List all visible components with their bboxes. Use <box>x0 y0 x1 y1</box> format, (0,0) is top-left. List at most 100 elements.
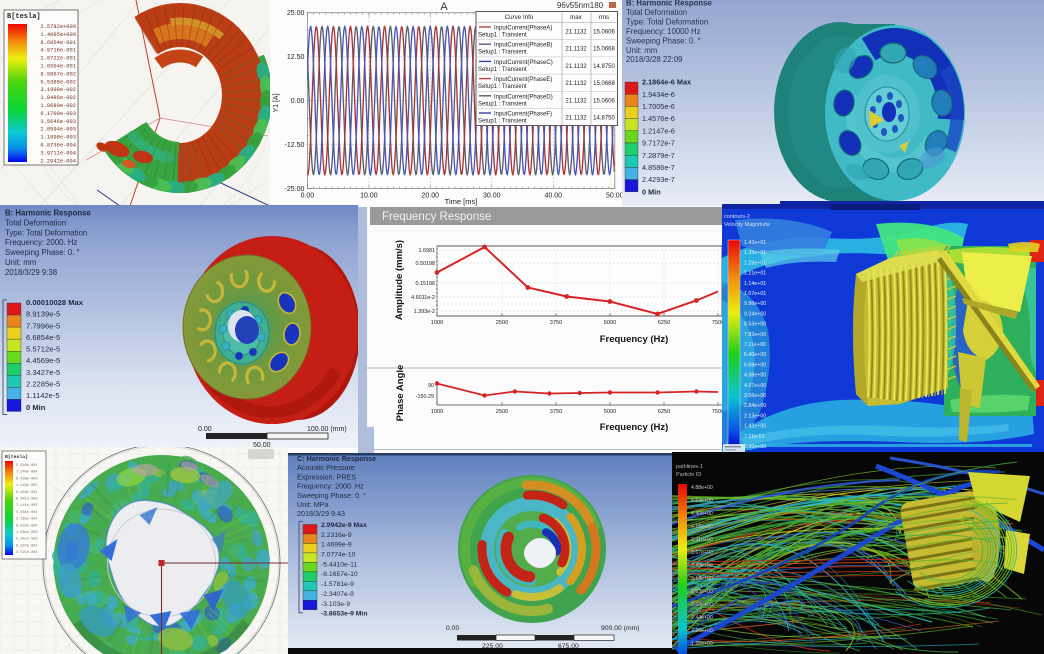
svg-text:50.00: 50.00 <box>253 442 271 448</box>
svg-text:5.5712e-5: 5.5712e-5 <box>26 345 60 354</box>
svg-text:Particle ID: Particle ID <box>676 472 701 478</box>
svg-text:15.0606: 15.0606 <box>593 30 615 36</box>
svg-text:0.50198: 0.50198 <box>416 261 436 267</box>
svg-text:5.631e-004: 5.631e-004 <box>16 511 38 515</box>
svg-text:1.1898e-003: 1.1898e-003 <box>40 135 76 141</box>
svg-text:0 Min: 0 Min <box>642 187 661 196</box>
svg-text:7500: 7500 <box>712 320 722 326</box>
svg-text:1.35e+01: 1.35e+01 <box>744 250 766 256</box>
svg-text:2018/3/29 9:43: 2018/3/29 9:43 <box>297 509 345 518</box>
svg-text:5000: 5000 <box>604 409 616 415</box>
svg-text:10.00: 10.00 <box>360 193 378 200</box>
svg-text:7.0774e-10: 7.0774e-10 <box>321 552 356 559</box>
svg-text:21.1132: 21.1132 <box>565 116 587 122</box>
svg-text:InputCurrent(PhaseA): InputCurrent(PhaseA) <box>494 26 552 32</box>
svg-text:-5.4410e-11: -5.4410e-11 <box>321 561 357 568</box>
svg-text:14.8750: 14.8750 <box>593 116 615 122</box>
svg-text:21.1132: 21.1132 <box>565 81 587 87</box>
svg-text:3.1998e-002: 3.1998e-002 <box>40 87 76 93</box>
svg-text:-1.5781e-9: -1.5781e-9 <box>321 581 354 588</box>
svg-text:-150.29: -150.29 <box>416 394 434 400</box>
svg-text:3.3427e-5: 3.3427e-5 <box>26 368 60 377</box>
svg-text:1.9434e-6: 1.9434e-6 <box>642 90 675 99</box>
svg-text:InputCurrent(PhaseC): InputCurrent(PhaseC) <box>494 60 553 66</box>
svg-text:1.14e+01: 1.14e+01 <box>744 281 766 287</box>
svg-text:0.15198: 0.15198 <box>416 281 436 287</box>
svg-text:1.6981: 1.6981 <box>419 248 436 254</box>
svg-text:3750: 3750 <box>550 320 562 326</box>
svg-text:4.40e+00: 4.40e+00 <box>691 511 713 517</box>
svg-text:B[tesla]: B[tesla] <box>7 13 41 21</box>
svg-text:2.13e+00: 2.13e+00 <box>744 413 766 419</box>
svg-text:1.1142e-5: 1.1142e-5 <box>26 391 60 400</box>
svg-text:4.64e+00: 4.64e+00 <box>691 498 713 504</box>
svg-text:0.00: 0.00 <box>198 426 212 433</box>
svg-text:8.933e-004: 8.933e-004 <box>16 524 38 528</box>
svg-text:-3.103e-9: -3.103e-9 <box>321 601 350 608</box>
svg-text:B[tesla]: B[tesla] <box>5 454 28 460</box>
svg-text:12.50: 12.50 <box>287 54 305 61</box>
svg-text:5.441e-003: 5.441e-003 <box>16 538 38 542</box>
svg-text:2018/3/28 22:09: 2018/3/28 22:09 <box>626 55 682 64</box>
svg-text:-25.00: -25.00 <box>285 186 305 193</box>
svg-text:0.00: 0.00 <box>301 193 315 200</box>
svg-text:5.69e+00: 5.69e+00 <box>744 362 766 368</box>
svg-text:2.2285e-5: 2.2285e-5 <box>26 380 60 389</box>
svg-text:2.84e+00: 2.84e+00 <box>744 403 766 409</box>
svg-text:14.8750: 14.8750 <box>593 64 615 70</box>
svg-text:max: max <box>570 14 583 21</box>
svg-text:InputCurrent(PhaseF): InputCurrent(PhaseF) <box>494 112 552 118</box>
svg-text:Velocity Magnitude: Velocity Magnitude <box>724 222 770 228</box>
svg-text:C: Harmonic Response: C: Harmonic Response <box>297 454 376 463</box>
svg-text:7.2879e-7: 7.2879e-7 <box>642 151 675 160</box>
svg-text:-12.50: -12.50 <box>285 142 305 149</box>
svg-text:1.393e-2: 1.393e-2 <box>414 309 435 315</box>
svg-text:90: 90 <box>428 383 434 389</box>
svg-text:3750: 3750 <box>550 409 562 415</box>
svg-text:6250: 6250 <box>658 320 670 326</box>
svg-text:1.28e+01: 1.28e+01 <box>744 260 766 266</box>
svg-text:1.193e-002: 1.193e-002 <box>16 484 38 488</box>
svg-text:Unit: MPa: Unit: MPa <box>297 500 329 509</box>
svg-text:7.11e-01: 7.11e-01 <box>744 434 765 440</box>
svg-text:2.69e+00: 2.69e+00 <box>691 602 713 608</box>
svg-text:2500: 2500 <box>496 320 508 326</box>
svg-text:2.0722e-001: 2.0722e-001 <box>40 56 76 62</box>
svg-text:Amplitude (mm/s): Amplitude (mm/s) <box>394 240 405 320</box>
svg-text:4.6011e-2: 4.6011e-2 <box>411 295 435 301</box>
svg-text:3.5646e-003: 3.5646e-003 <box>40 119 76 125</box>
svg-text:8.9139e-5: 8.9139e-5 <box>26 310 60 319</box>
svg-text:1.42e+00: 1.42e+00 <box>744 424 766 430</box>
svg-text:6.6854e-5: 6.6854e-5 <box>26 333 60 342</box>
svg-text:3.42e+00: 3.42e+00 <box>691 563 713 569</box>
svg-text:A: A <box>440 1 448 13</box>
svg-text:2.1864e-6 Max: 2.1864e-6 Max <box>642 78 691 87</box>
svg-text:Expression: PRES: Expression: PRES <box>297 472 356 481</box>
svg-text:Unit: mm: Unit: mm <box>626 46 657 55</box>
svg-text:7.11e+00: 7.11e+00 <box>744 342 766 348</box>
svg-text:4.88e+00: 4.88e+00 <box>691 485 713 491</box>
svg-text:Frequency: 2000. Hz: Frequency: 2000. Hz <box>297 482 364 491</box>
svg-text:96v55nm180: 96v55nm180 <box>557 1 604 10</box>
svg-text:1.4576e-6: 1.4576e-6 <box>642 114 675 123</box>
svg-text:100.00 (mm): 100.00 (mm) <box>307 426 347 433</box>
svg-text:Y1 [A]: Y1 [A] <box>273 93 280 112</box>
svg-text:1.581e-003: 1.581e-003 <box>16 531 38 535</box>
svg-text:0.00: 0.00 <box>291 98 305 105</box>
svg-text:Frequency (Hz): Frequency (Hz) <box>600 334 669 345</box>
svg-text:Acoustic Pressure: Acoustic Pressure <box>297 463 355 472</box>
svg-text:1.42e+01: 1.42e+01 <box>744 240 766 246</box>
svg-text:rms: rms <box>599 14 609 21</box>
svg-text:Total Deformation: Total Deformation <box>626 8 687 17</box>
svg-text:2.2942e-004: 2.2942e-004 <box>40 158 76 164</box>
svg-text:4.4569e-5: 4.4569e-5 <box>26 356 60 365</box>
svg-text:4.8586e-7: 4.8586e-7 <box>642 163 675 172</box>
svg-text:3.285e-004: 3.285e-004 <box>16 518 38 522</box>
svg-text:1.07e+01: 1.07e+01 <box>744 291 766 297</box>
svg-text:9.5867e-002: 9.5867e-002 <box>40 71 76 77</box>
svg-text:4.27e+00: 4.27e+00 <box>744 383 766 389</box>
svg-text:8.430e-003: 8.430e-003 <box>16 477 38 481</box>
svg-text:1000: 1000 <box>431 320 443 326</box>
svg-text:InputCurrent(PhaseD): InputCurrent(PhaseD) <box>494 94 553 100</box>
svg-text:1.21e+01: 1.21e+01 <box>744 271 766 277</box>
